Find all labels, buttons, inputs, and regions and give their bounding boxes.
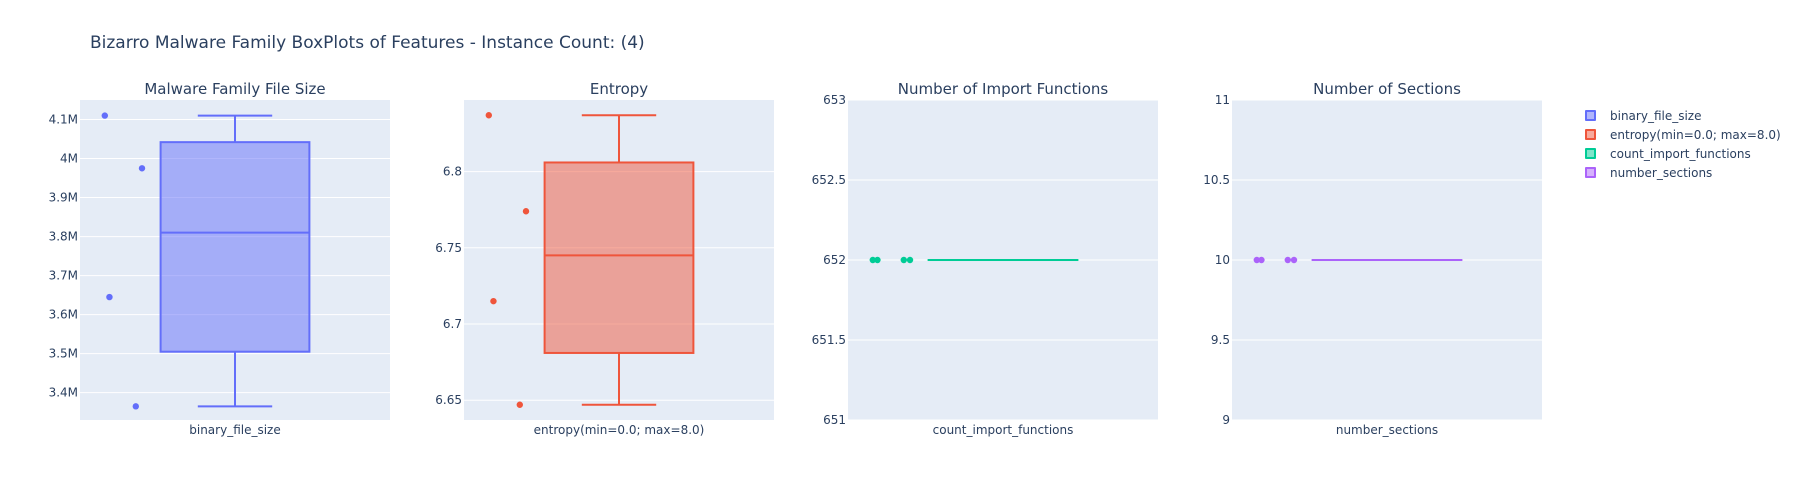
data-point [869,256,876,264]
y-tick-label: 10 [1215,253,1230,267]
legend-label: number_sections [1610,165,1713,180]
legend-label: binary_file_size [1610,108,1702,123]
data-point [874,256,881,264]
y-tick-label: 3.7M [49,269,78,283]
x-tick-label: count_import_functions [933,423,1074,437]
y-tick-label: 652.5 [812,173,846,187]
y-tick-label: 11 [1215,93,1230,107]
y-tick-label: 6.65 [435,393,462,407]
legend-item-binary-file-size[interactable]: binary_file_size [1585,106,1781,125]
subplot-title: Number of Sections [1313,80,1461,98]
legend-swatch [1585,167,1596,178]
data-point [138,165,146,172]
legend-label: count_import_functions [1610,146,1751,161]
data-point [1253,256,1261,264]
data-point [900,256,907,264]
legend-item-number-sections[interactable]: number_sections [1585,163,1781,182]
y-tick-label: 4.1M [49,113,78,127]
y-tick-label: 3.8M [49,230,78,244]
y-tick-label: 3.5M [49,347,78,361]
legend-swatch [1585,110,1596,121]
x-tick-label: binary_file_size [189,423,281,437]
subplot-title: Malware Family File Size [144,80,325,98]
data-point [1258,256,1265,264]
x-tick-label: entropy(min=0.0; max=8.0) [534,423,705,437]
data-point [516,401,523,408]
y-tick-label: 651.5 [812,333,846,347]
data-point [132,403,139,410]
subplot-title: Number of Import Functions [898,80,1109,98]
data-point [490,297,497,305]
y-tick-label: 9 [1222,413,1230,427]
box-iqr [543,161,695,354]
box-iqr [159,141,311,353]
legend-label: entropy(min=0.0; max=8.0) [1610,127,1781,142]
y-tick-label: 653 [823,93,846,107]
y-tick-label: 3.4M [49,386,78,400]
subplot-2: 6.65 6.7 6.75 6.8 Entropy entropy(min=0.0; ma… [435,80,774,437]
legend-item-entropy[interactable]: entropy(min=0.0; max=8.0) [1585,125,1781,144]
data-point [906,256,914,264]
y-tick-label: 9.5 [1211,333,1230,347]
legend-swatch [1585,148,1596,159]
y-tick-label: 6.8 [443,165,462,179]
figure-title: Bizarro Malware Family BoxPlots of Featu… [90,33,645,53]
data-point [485,112,492,119]
y-tick-label: 3.6M [49,308,78,322]
data-point [1284,256,1292,264]
data-point [101,112,109,119]
y-tick-label: 10.5 [1203,173,1230,187]
subplot-4: 9 9.5 10 10.5 11 Number of Sections number_sec… [1203,80,1542,437]
x-tick-label: number_sections [1336,423,1438,437]
legend-swatch [1585,129,1596,140]
y-tick-label: 651 [823,413,846,427]
y-tick-label: 6.75 [435,241,462,255]
y-tick-label: 4M [60,152,78,166]
legend-item-count-import-functions[interactable]: count_import_functions [1585,144,1781,163]
y-tick-label: 6.7 [443,317,462,331]
subplot-1: 3.4M 3.5M 3.6M 3.7M 3.8M 3.9M 4M 4.1M Malware Fa… [49,80,390,437]
legend: binary_file_size entropy(min=0.0; max=8.… [1585,106,1781,182]
y-tick-label: 652 [823,253,846,267]
data-point [522,208,530,215]
y-tick-label: 3.9M [49,191,78,205]
subplot-3: 651 651.5 652 652.5 653 Number of Import Func… [812,80,1158,437]
subplot-title: Entropy [590,80,648,98]
data-point [1290,256,1298,264]
data-point [106,293,113,301]
